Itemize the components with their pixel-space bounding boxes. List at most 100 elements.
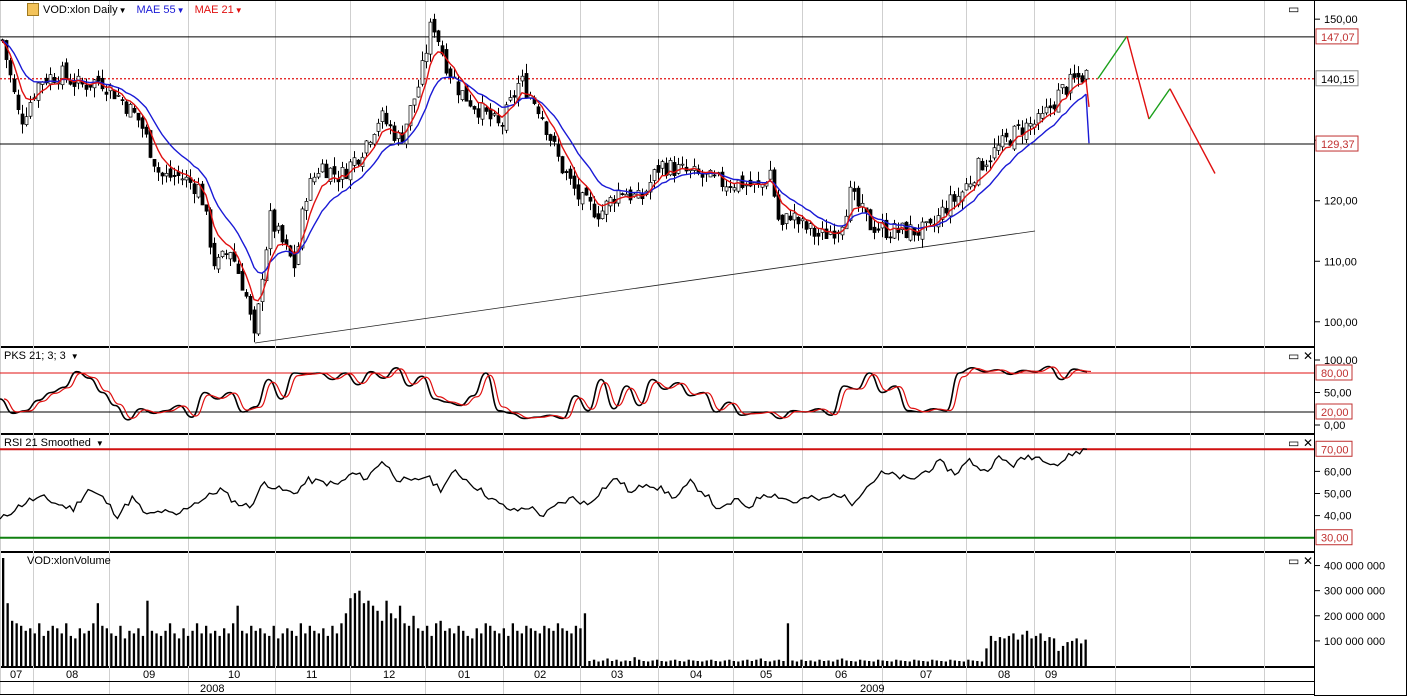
month-tick-label: 02 <box>534 669 546 681</box>
candle-body <box>204 204 209 212</box>
pks-panel-header[interactable]: PKS 21; 3; 3 ▼ <box>4 350 79 362</box>
candle-body <box>468 100 473 107</box>
candle-body <box>620 193 625 195</box>
candle-body <box>320 163 325 173</box>
volume-tick-label: 400 000 000 <box>1324 561 1385 573</box>
candle-body <box>592 203 597 218</box>
volume-bar <box>638 659 641 666</box>
volume-bar <box>606 658 609 666</box>
volume-bar <box>444 630 447 666</box>
candle-body <box>304 201 309 211</box>
volume-bar <box>931 659 934 666</box>
maximize-price-panel-icon[interactable]: ▭ <box>1288 2 1300 16</box>
candle-body <box>852 188 857 192</box>
pks-tick-label: 50,00 <box>1324 388 1352 400</box>
volume-bar <box>940 661 943 666</box>
candle-body <box>492 113 497 116</box>
mae55-selector[interactable]: MAE 55▼ <box>137 4 185 16</box>
volume-bar <box>232 623 235 666</box>
volume-bar <box>263 633 266 666</box>
volume-bar <box>56 628 59 666</box>
candle-body <box>228 252 233 260</box>
volume-bar <box>601 660 605 666</box>
candle-body <box>456 81 461 96</box>
projection-segment <box>1169 88 1216 174</box>
close-volume-panel-icon[interactable]: ✕ <box>1303 554 1314 568</box>
volume-bar <box>87 630 90 666</box>
candle-body <box>792 212 797 221</box>
maximize-rsi-panel-icon[interactable]: ▭ <box>1288 436 1300 450</box>
candle-body <box>312 176 317 183</box>
candle-body <box>600 210 605 220</box>
price-tick-label: 120,00 <box>1324 196 1358 208</box>
volume-bar <box>723 660 726 666</box>
volume-bar <box>313 630 316 666</box>
volume-bar <box>42 635 45 666</box>
volume-bar <box>908 661 911 666</box>
volume-bar <box>619 661 623 666</box>
volume-bar <box>795 661 799 666</box>
volume-bar <box>538 633 541 666</box>
candle-body <box>240 271 245 291</box>
rsi-tick-label: 40,00 <box>1324 511 1352 523</box>
mae21-selector[interactable]: MAE 21▼ <box>195 4 243 16</box>
volume-bar <box>525 625 528 666</box>
volume-bar <box>926 661 929 666</box>
volume-tick-label: 200 000 000 <box>1324 611 1385 623</box>
candle-body <box>796 216 801 225</box>
volume-bar <box>895 659 898 666</box>
rsi-panel-header[interactable]: RSI 21 Smoothed ▼ <box>4 437 104 449</box>
volume-bar <box>177 638 181 666</box>
volume-bar <box>389 613 393 666</box>
volume-bar <box>579 628 582 666</box>
volume-bar <box>962 661 965 666</box>
candle-body <box>252 309 257 334</box>
volume-bar <box>471 638 474 666</box>
volume-bar <box>403 623 406 666</box>
symbol-selector[interactable]: VOD:xlon Daily▼ <box>43 4 127 16</box>
volume-bar <box>254 630 257 666</box>
volume-tick-label: 300 000 000 <box>1324 586 1385 598</box>
candle-body <box>496 115 501 124</box>
rsi-low-box <box>1315 529 1353 546</box>
volume-bar <box>159 635 163 666</box>
mae21-line <box>1 40 1087 302</box>
candle-body <box>1068 73 1073 94</box>
candle-body <box>84 84 89 90</box>
candle-body <box>548 134 553 141</box>
maximize-volume-panel-icon[interactable]: ▭ <box>1288 554 1300 568</box>
candle-body <box>160 172 165 177</box>
volume-bar <box>335 633 339 666</box>
candle-body <box>88 84 93 88</box>
volume-bar <box>755 659 758 666</box>
price-layer <box>0 13 1314 344</box>
candle-body <box>1012 125 1017 150</box>
volume-bar <box>376 610 379 666</box>
maximize-pks-panel-icon[interactable]: ▭ <box>1288 349 1300 363</box>
volume-bar <box>480 633 483 666</box>
candle-body <box>248 295 253 315</box>
volume-bar <box>1043 640 1047 666</box>
month-tick-label: 07 <box>920 669 932 681</box>
volume-bar <box>295 635 298 666</box>
candle-body <box>824 228 829 239</box>
volume-bar <box>407 625 411 666</box>
volume-bar <box>768 661 772 666</box>
resistance-marker: 147,07 <box>1321 32 1355 44</box>
pks-low-box <box>1315 403 1353 420</box>
candle-body <box>536 106 541 115</box>
volume-bar <box>732 661 735 666</box>
candle-body <box>60 65 65 86</box>
projection-segment <box>1097 35 1128 79</box>
candle-body <box>512 95 517 98</box>
volume-bar <box>277 638 280 666</box>
volume-bar <box>588 661 591 666</box>
volume-bar <box>899 660 902 666</box>
volume-bar <box>2 558 5 666</box>
volume-bar <box>155 633 158 666</box>
volume-bar <box>304 633 307 666</box>
volume-bar <box>565 630 569 666</box>
candle-body <box>1004 132 1009 138</box>
close-rsi-panel-icon[interactable]: ✕ <box>1303 436 1314 450</box>
close-pks-panel-icon[interactable]: ✕ <box>1303 349 1314 363</box>
